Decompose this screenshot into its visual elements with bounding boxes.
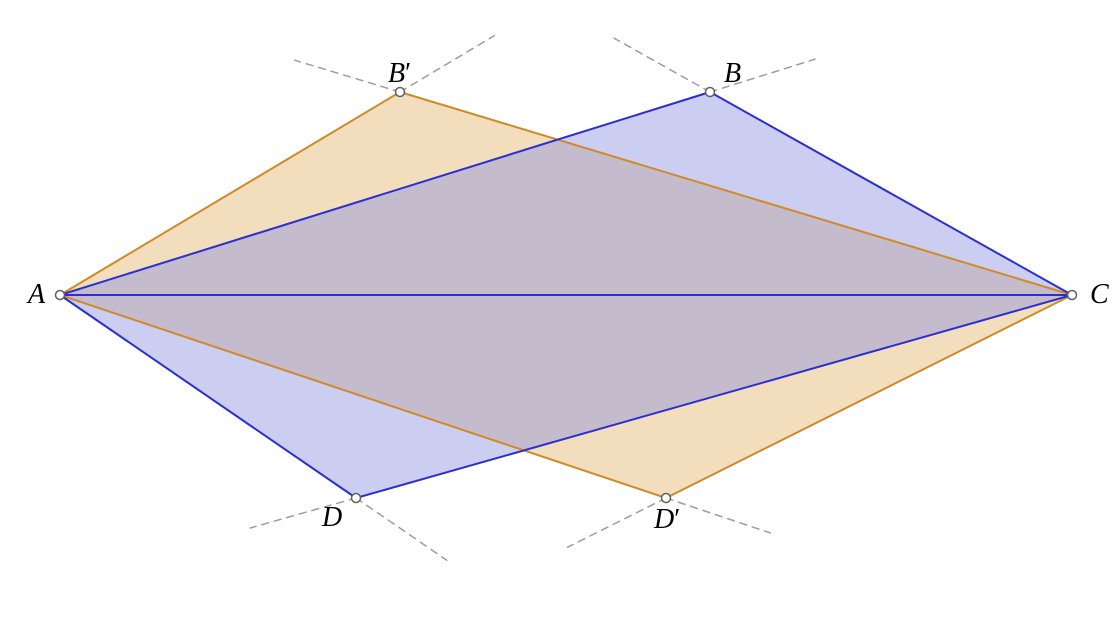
label-Dprime: D′ (653, 504, 680, 535)
vertex-C (1068, 291, 1077, 300)
vertex-Dprime (662, 494, 671, 503)
label-C: C (1090, 279, 1109, 310)
label-D: D (321, 502, 342, 533)
vertex-A (56, 291, 65, 300)
label-A: A (26, 279, 46, 310)
vertex-B (706, 88, 715, 97)
label-B: B (724, 58, 741, 89)
diagram-canvas: A C B D B′ D′ (0, 0, 1120, 631)
label-Bprime: B′ (388, 58, 411, 89)
vertex-D (352, 494, 361, 503)
